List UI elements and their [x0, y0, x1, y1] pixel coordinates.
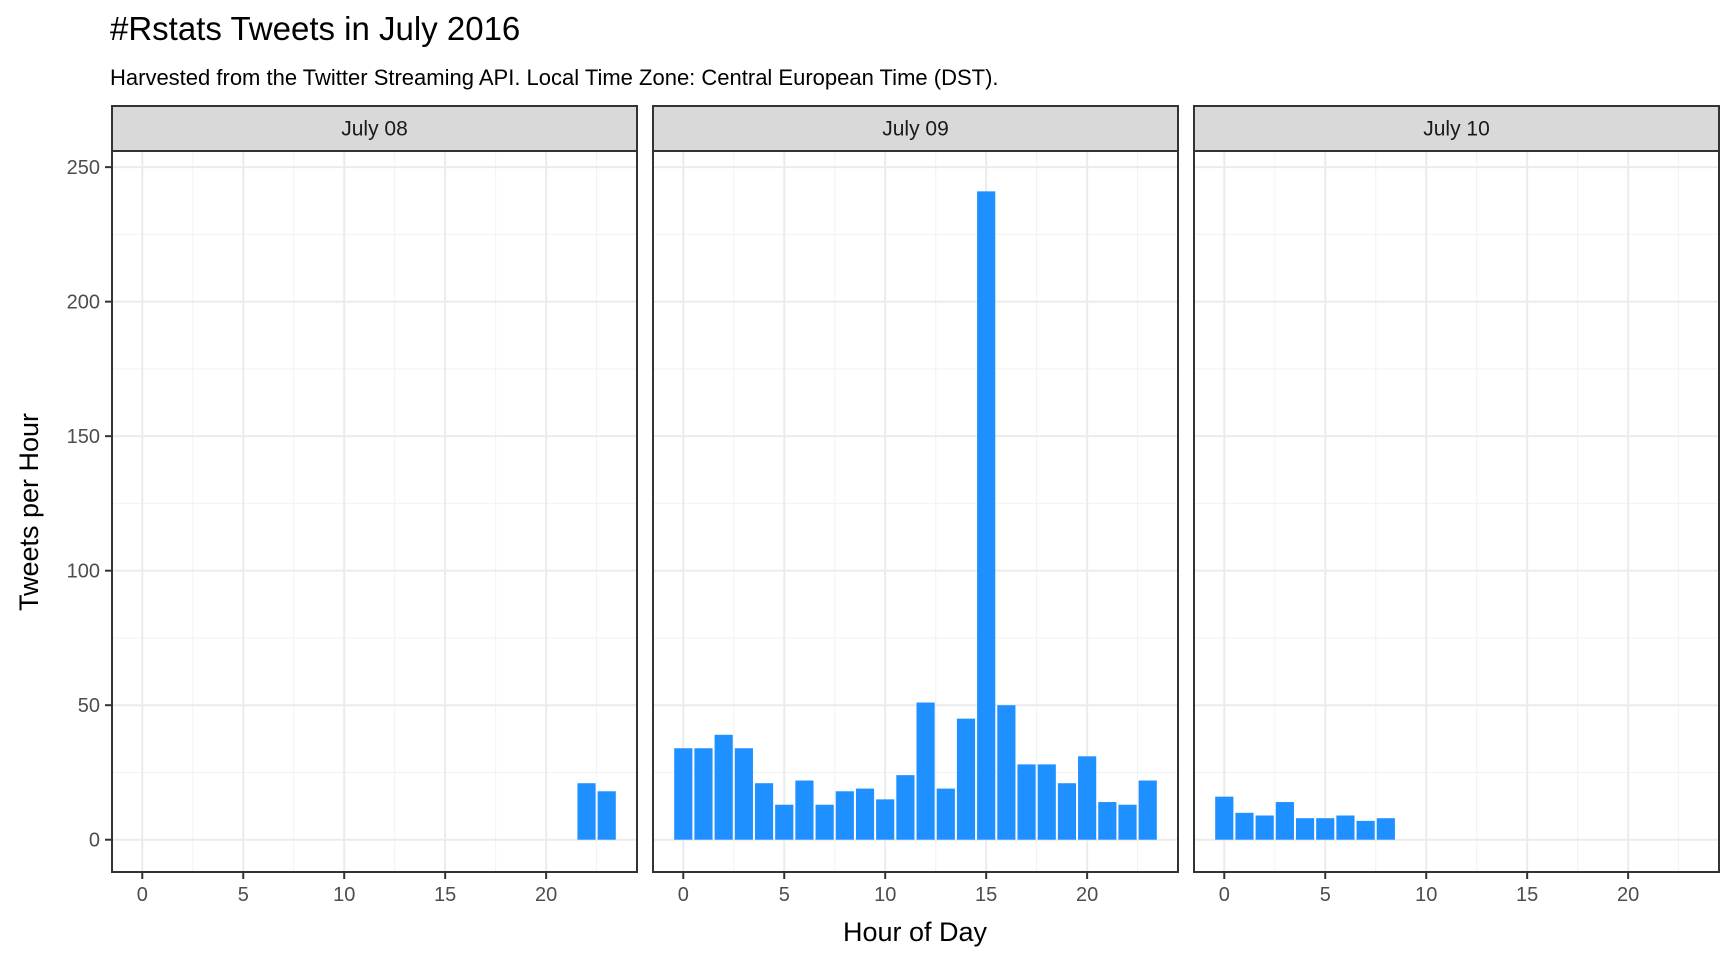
- facet-panel-2: July 09 0 5 10 15 20: [652, 105, 1179, 906]
- bar: [734, 748, 753, 840]
- bar: [1255, 815, 1274, 840]
- bar: [936, 788, 955, 840]
- bar: [1098, 802, 1117, 840]
- bar: [1376, 818, 1395, 840]
- y-tick-label: 100: [67, 561, 100, 583]
- x-tick-label: 20: [535, 884, 557, 906]
- bar: [876, 799, 895, 840]
- bar: [714, 734, 733, 840]
- x-tick-label: 20: [1617, 884, 1639, 906]
- bar: [754, 783, 774, 840]
- bar: [1295, 818, 1315, 840]
- bar: [577, 783, 596, 840]
- panel-border: [652, 150, 1179, 873]
- bar: [1215, 796, 1234, 840]
- y-axis-title: Tweets per Hour: [14, 413, 44, 611]
- bar: [1235, 812, 1254, 840]
- chart-subtitle: Harvested from the Twitter Streaming API…: [110, 65, 999, 90]
- bar: [1078, 756, 1097, 840]
- bar: [775, 804, 794, 840]
- x-tick-label: 10: [874, 884, 896, 906]
- y-tick-label: 50: [78, 695, 100, 717]
- facet-strip: [1193, 105, 1720, 152]
- facet-strip-label: July 10: [1423, 118, 1490, 141]
- chart-title: #Rstats Tweets in July 2016: [110, 10, 520, 47]
- bar: [1336, 815, 1355, 840]
- y-tick-label: 150: [67, 426, 100, 448]
- bar: [1356, 820, 1375, 840]
- x-tick-label: 5: [1320, 884, 1331, 906]
- x-axis-title: Hour of Day: [843, 917, 988, 947]
- bar: [597, 791, 616, 840]
- bar: [1017, 764, 1036, 840]
- bar: [916, 702, 935, 840]
- bar: [896, 775, 915, 840]
- x-tick-label: 15: [434, 884, 456, 906]
- panel-background: [112, 151, 637, 872]
- panel-border: [1193, 150, 1720, 873]
- panel-border: [111, 150, 638, 873]
- bar: [835, 791, 854, 840]
- x-tick-label: 0: [678, 884, 689, 906]
- x-tick-label: 15: [975, 884, 997, 906]
- bar: [956, 718, 976, 840]
- bar: [1138, 780, 1157, 840]
- bar: [1316, 818, 1335, 840]
- bar: [997, 705, 1016, 840]
- bar: [977, 191, 996, 840]
- bar: [815, 804, 834, 840]
- x-tick-label: 5: [238, 884, 249, 906]
- y-tick-label: 0: [89, 830, 100, 852]
- bar: [674, 748, 693, 840]
- x-tick-label: 10: [333, 884, 355, 906]
- bar: [1057, 783, 1077, 840]
- y-tick-label: 250: [67, 157, 100, 179]
- y-tick-label: 200: [67, 292, 100, 314]
- bar: [1118, 804, 1137, 840]
- x-tick-label: 0: [1219, 884, 1230, 906]
- bar: [1275, 802, 1294, 840]
- x-tick-label: 0: [137, 884, 148, 906]
- bar: [795, 780, 814, 840]
- bar: [694, 748, 713, 840]
- facet-strip-label: July 08: [341, 118, 408, 141]
- bar: [855, 788, 875, 840]
- facet-panel-3: July 10 0 5 10 15 20: [1193, 105, 1720, 906]
- x-tick-label: 20: [1076, 884, 1098, 906]
- x-tick-label: 10: [1415, 884, 1437, 906]
- x-tick-label: 15: [1516, 884, 1538, 906]
- x-tick-label: 5: [779, 884, 790, 906]
- panel-background: [1194, 151, 1719, 872]
- bar: [1037, 764, 1056, 840]
- facet-strip: [111, 105, 638, 152]
- facet-strip-label: July 09: [882, 118, 949, 141]
